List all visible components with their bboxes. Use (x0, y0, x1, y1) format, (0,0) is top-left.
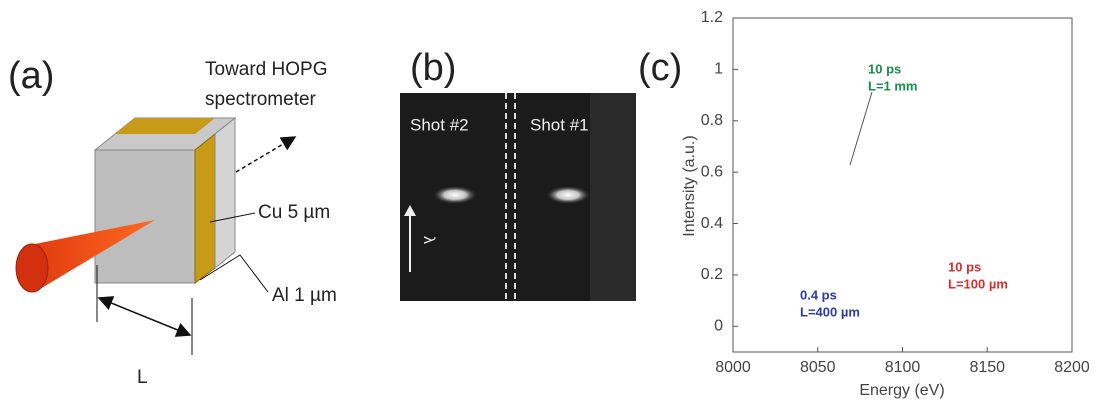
series-label: 0.4 ps (800, 287, 837, 302)
x-tick-label: 8100 (885, 359, 921, 376)
y-tick-label: 0.2 (701, 266, 723, 283)
dimension-arrow (97, 296, 192, 337)
panel-label: (c) (638, 47, 682, 89)
y-tick-label: 0.4 (701, 215, 723, 232)
panel-label: (a) (8, 55, 54, 97)
y-tick-label: 1 (714, 61, 723, 78)
x-tick-label: 8200 (1054, 359, 1090, 376)
slab-front (94, 149, 196, 284)
shot-label: Shot #1 (530, 115, 589, 134)
cu-side (194, 132, 216, 284)
x-tick-label: 8000 (715, 359, 751, 376)
direction-label: spectrometer (205, 89, 317, 110)
series-detail: L=1 mm (868, 78, 918, 93)
direction-label: Toward HOPG (205, 59, 327, 80)
axis-arrowhead (404, 205, 416, 216)
y-tick-label: 0.6 (701, 163, 723, 180)
series-detail: L=100 µm (948, 276, 1008, 291)
axis-label: λ (420, 236, 437, 244)
y-tick-label: 0 (714, 318, 723, 335)
length-label: L (137, 367, 148, 388)
panel-c: (c) Energy (eV) Intensity (a.u.) 0 0.2 0.4… (638, 9, 1090, 399)
x-tick-label: 8050 (800, 359, 836, 376)
x-tick-label: 8150 (969, 359, 1005, 376)
plot-frame (732, 17, 1073, 353)
detector-band (590, 93, 636, 301)
cone-base (15, 243, 49, 293)
series-label: 10 ps (868, 61, 901, 76)
laser-cone (30, 220, 155, 292)
panel-b: (b) Shot #2 Shot #1 λ (400, 47, 636, 301)
direction-arrow (235, 136, 297, 173)
shot-label: Shot #2 (410, 115, 469, 134)
cu-top (115, 118, 215, 134)
y-tick-label: 0.8 (701, 112, 723, 129)
panel-a: (a) Toward HOPG spectrometer Cu 5 µm Al … (8, 55, 337, 388)
al-label: Al 1 µm (272, 285, 337, 306)
x-axis-label: Energy (eV) (859, 382, 944, 399)
y-tick-label: 1.2 (701, 9, 723, 26)
leader-line (209, 212, 256, 223)
xray-spot (546, 186, 590, 204)
al-side (214, 116, 236, 270)
panel-label: (b) (410, 47, 456, 89)
leader-line (199, 254, 269, 293)
y-axis-label: Intensity (a.u.) (681, 135, 698, 236)
series-detail: L=400 µm (800, 304, 860, 319)
xray-spot (433, 186, 477, 204)
annotation-leader (849, 91, 873, 166)
cu-label: Cu 5 µm (258, 202, 330, 223)
series-label: 10 ps (948, 259, 981, 274)
